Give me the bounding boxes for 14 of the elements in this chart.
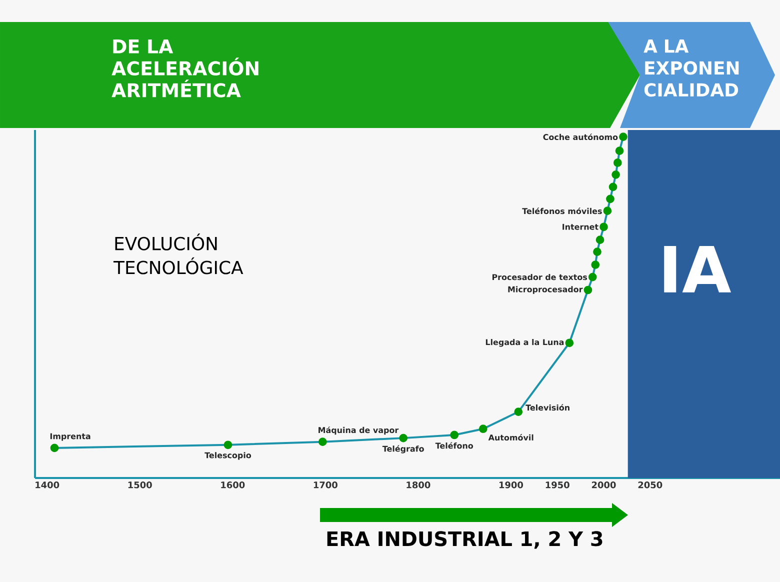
x-tick-label: 1600 xyxy=(221,482,245,488)
band-label: IA xyxy=(664,246,732,292)
x-tick-label: 1950 xyxy=(546,482,570,488)
x-tick-label: 1900 xyxy=(499,482,524,488)
text: ERA INDUSTRIAL 1, 2 Y 3 xyxy=(327,531,602,549)
chart-subtitle: A LA EXPONEN CIALIDAD xyxy=(644,39,739,97)
x-tick-label: 2000 xyxy=(592,482,616,488)
chart-title: DE LA ACELERACIÓN ARITMÉTICA xyxy=(112,40,258,98)
x-tick-label: 2050 xyxy=(638,482,662,488)
x-tick-label: 1400 xyxy=(36,482,60,488)
annotation: EVOLUCIÓN TECNOLÓGICA xyxy=(113,234,244,274)
x-tick-label: 1500 xyxy=(128,482,152,488)
x-tick-label: 1800 xyxy=(406,482,430,488)
x-tick-label: 1700 xyxy=(314,482,338,488)
